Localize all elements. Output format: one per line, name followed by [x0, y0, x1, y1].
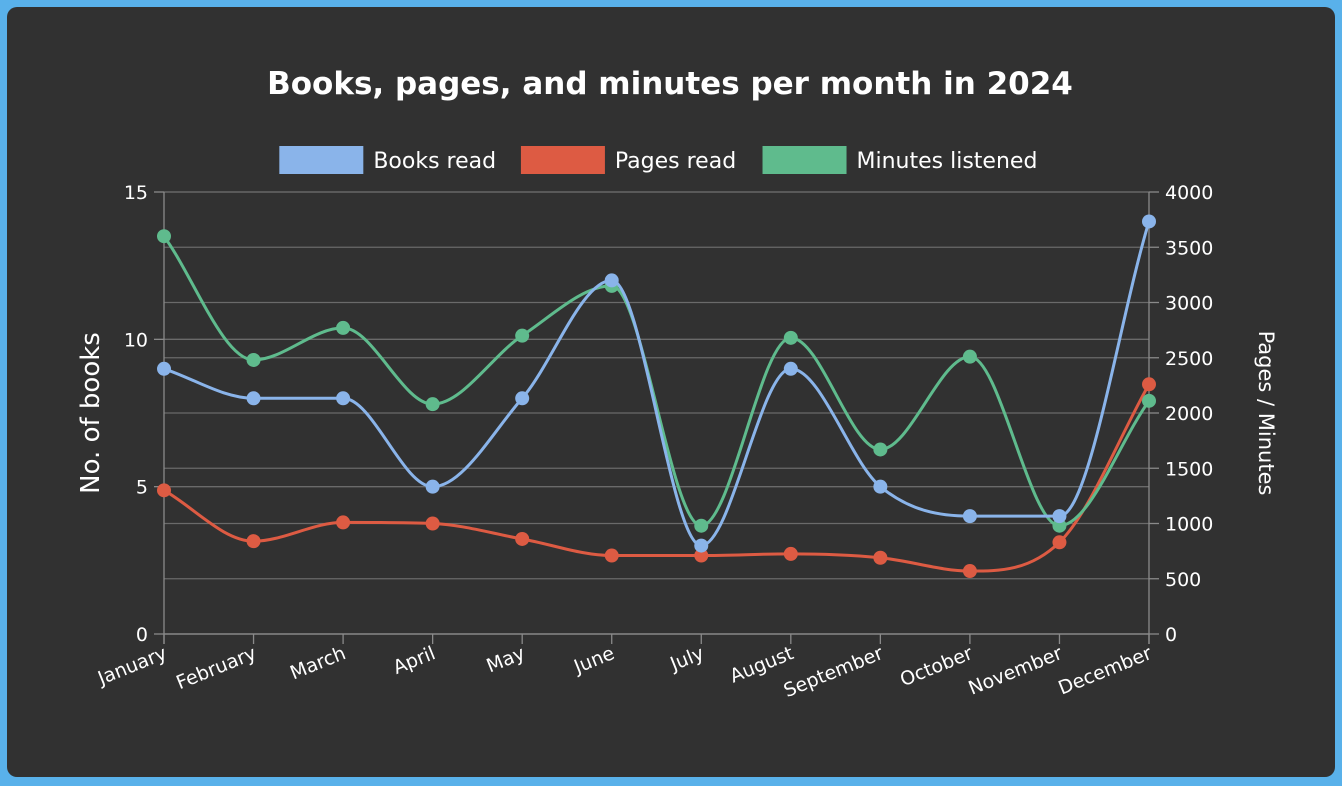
- data-point-books-read[interactable]: [1052, 509, 1067, 524]
- data-point-minutes-listened[interactable]: [157, 229, 171, 244]
- legend-swatch: [762, 146, 847, 174]
- data-point-books-read[interactable]: [604, 273, 619, 288]
- legend-label: Pages read: [615, 149, 736, 174]
- x-tick-label: July: [666, 642, 707, 676]
- data-point-books-read[interactable]: [783, 361, 798, 376]
- x-tick-label: October: [897, 642, 976, 691]
- x-tick-label: June: [570, 642, 618, 678]
- x-tick-label: February: [173, 642, 259, 694]
- data-point-books-read[interactable]: [1142, 214, 1156, 229]
- data-point-books-read[interactable]: [157, 361, 171, 376]
- data-point-books-read[interactable]: [246, 391, 261, 406]
- data-point-books-read[interactable]: [694, 538, 709, 553]
- data-point-pages-read[interactable]: [515, 531, 530, 546]
- legend-label: Books read: [373, 149, 496, 174]
- y-left-tick-label: 0: [136, 624, 148, 646]
- data-point-minutes-listened[interactable]: [246, 352, 261, 367]
- data-point-books-read[interactable]: [425, 479, 440, 494]
- legend-swatch: [279, 146, 364, 174]
- y-axis-left-label: No. of books: [76, 332, 106, 494]
- data-point-pages-read[interactable]: [1142, 377, 1156, 392]
- legend: Books read Pages read Minutes listened: [279, 146, 1037, 174]
- legend-label: Minutes listened: [857, 149, 1038, 174]
- data-point-minutes-listened[interactable]: [515, 328, 530, 343]
- x-tick-label: March: [287, 642, 349, 684]
- x-tick-label: January: [94, 642, 170, 690]
- y-right-tick-label: 1500: [1165, 458, 1213, 480]
- legend-item-books-read[interactable]: Books read: [279, 146, 496, 174]
- y-right-tick-label: 3500: [1165, 237, 1213, 259]
- y-right-tick-label: 2500: [1165, 348, 1213, 370]
- data-point-pages-read[interactable]: [425, 516, 440, 531]
- y-right-tick-label: 500: [1165, 569, 1201, 591]
- data-point-books-read[interactable]: [515, 391, 530, 406]
- data-point-books-read[interactable]: [873, 479, 888, 494]
- data-point-pages-read[interactable]: [694, 548, 709, 563]
- series-line-books-read: [163, 221, 1151, 548]
- legend-item-pages-read[interactable]: Pages read: [520, 146, 736, 174]
- y-axis-right-label: Pages / Minutes: [1254, 331, 1278, 496]
- series: [157, 214, 1156, 579]
- data-point-minutes-listened[interactable]: [962, 349, 977, 364]
- series-books-read: [157, 214, 1156, 553]
- y-left-tick-label: 10: [124, 329, 148, 351]
- chart-title: Books, pages, and minutes per month in 2…: [267, 66, 1073, 102]
- y-left-tick-label: 15: [124, 182, 148, 204]
- legend-item-minutes-listened[interactable]: Minutes listened: [762, 146, 1038, 174]
- legend-swatch: [520, 146, 605, 174]
- y-right-tick-label: 4000: [1165, 182, 1213, 204]
- x-tick-label: November: [965, 642, 1065, 699]
- x-tick-label: April: [390, 642, 439, 679]
- data-point-minutes-listened[interactable]: [873, 442, 888, 457]
- data-point-pages-read[interactable]: [157, 483, 171, 498]
- data-point-pages-read[interactable]: [336, 515, 351, 530]
- data-point-pages-read[interactable]: [962, 564, 977, 579]
- y-right-tick-label: 2000: [1165, 403, 1213, 425]
- data-point-minutes-listened[interactable]: [1142, 393, 1156, 408]
- series-pages-read: [157, 377, 1156, 579]
- chart: Books, pages, and minutes per month in 2…: [76, 66, 1278, 702]
- data-point-pages-read[interactable]: [1052, 535, 1067, 550]
- y-left-tick-label: 5: [136, 477, 148, 499]
- series-line-pages-read: [163, 383, 1151, 573]
- data-point-pages-read[interactable]: [246, 534, 261, 549]
- x-tick-label: May: [483, 642, 528, 677]
- data-point-pages-read[interactable]: [604, 548, 619, 563]
- data-point-books-read[interactable]: [962, 509, 977, 524]
- x-tick-label: December: [1055, 642, 1155, 699]
- data-point-minutes-listened[interactable]: [694, 518, 709, 533]
- data-point-minutes-listened[interactable]: [336, 320, 351, 335]
- data-point-minutes-listened[interactable]: [783, 330, 798, 345]
- x-tick-label: September: [781, 642, 887, 702]
- y-right-tick-label: 1000: [1165, 514, 1213, 536]
- data-point-books-read[interactable]: [336, 391, 351, 406]
- y-right-tick-label: 3000: [1165, 293, 1213, 315]
- axes: 0 5 10 15 0 500 1000 1500 2000 2500 3000 3500 4000 Ja…: [94, 182, 1213, 702]
- data-point-minutes-listened[interactable]: [425, 397, 440, 412]
- y-right-tick-label: 0: [1165, 624, 1177, 646]
- chart-frame: Books, pages, and minutes per month in 2…: [7, 7, 1335, 777]
- data-point-pages-read[interactable]: [783, 546, 798, 561]
- data-point-minutes-listened[interactable]: [1052, 518, 1067, 533]
- data-point-pages-read[interactable]: [873, 550, 888, 565]
- series-line-minutes-listened: [162, 235, 1151, 528]
